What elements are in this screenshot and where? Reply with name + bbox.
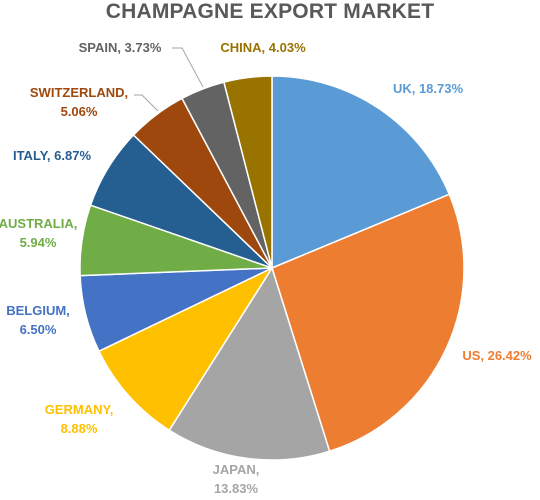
slice-label-uk: UK, 18.73% [393,81,464,96]
leader-line-switzerland [134,94,159,112]
pie-slice-us [271,193,465,453]
slice-label-china: CHINA, 4.03% [220,40,306,55]
slice-label-us: US, 26.42% [462,348,532,363]
pie-slice-germany [97,266,275,432]
slice-label-spain: SPAIN, 3.73% [79,40,162,55]
slice-label-italy: ITALY, 6.87% [13,148,91,163]
pie-slice-uk [271,75,451,270]
slice-label-germany: GERMANY, 8.88% [45,402,114,436]
slice-label-australia: AUSTRALIA, 5.94% [0,216,77,250]
slice-label-belgium: BELGIUM, 6.50% [6,303,70,337]
chart-title: CHAMPAGNE EXPORT MARKET [105,0,435,23]
pie-slice-japan [168,266,331,461]
slice-label-japan: JAPAN, 13.83% [213,462,260,496]
pie-slice-china [222,75,273,269]
slice-label-switzerland: SWITZERLAND, 5.06% [30,85,128,119]
leader-line-spain [172,47,204,88]
